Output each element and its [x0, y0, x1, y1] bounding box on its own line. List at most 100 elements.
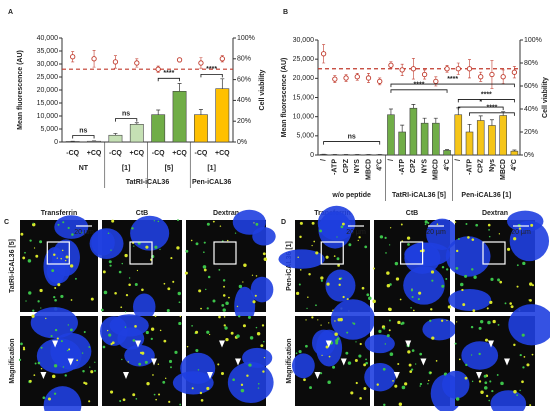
error-bar	[198, 109, 203, 115]
nucleus	[232, 209, 266, 235]
signal-dot	[299, 235, 302, 239]
signal-dot	[108, 260, 112, 264]
signal-dot	[382, 367, 386, 371]
signal-dot	[209, 333, 211, 336]
signal-dot	[430, 270, 435, 274]
signal-dot	[513, 237, 517, 241]
group-label: [5]	[165, 165, 174, 172]
significance-bracket	[469, 112, 515, 116]
significance-label: ns	[348, 133, 356, 140]
y-tick-label: 15,000	[37, 100, 59, 107]
signal-dot	[178, 321, 182, 326]
signal-dot	[37, 300, 40, 303]
signal-dot	[497, 278, 501, 282]
error-bar	[422, 117, 427, 124]
signal-dot	[25, 300, 27, 302]
signal-dot	[464, 274, 468, 278]
signal-dot	[138, 362, 142, 366]
signal-dot	[195, 348, 199, 353]
signal-dot	[410, 289, 414, 292]
signal-dot	[53, 392, 57, 395]
signal-dot	[246, 374, 249, 377]
signal-dot	[154, 315, 157, 318]
y2-tick-label: 0%	[237, 139, 247, 146]
y2-tick-label: 100%	[524, 37, 542, 44]
signal-dot	[240, 383, 244, 387]
signal-dot	[361, 286, 365, 290]
signal-dot	[35, 254, 39, 258]
x-tick-label: +CQ	[130, 150, 145, 157]
signal-dot	[172, 280, 175, 283]
viability-point	[511, 69, 518, 75]
signal-dot	[114, 291, 117, 295]
bar	[151, 114, 166, 143]
signal-dot	[365, 358, 367, 361]
group-label: TatRI-iCAL36 [5]	[392, 192, 446, 199]
signal-dot	[455, 267, 459, 270]
signal-dot	[401, 385, 406, 390]
group-label: w/o peptide	[331, 192, 371, 199]
signal-dot	[125, 294, 129, 297]
signal-dot	[28, 291, 32, 295]
viability-point	[388, 62, 394, 68]
signal-dot	[45, 317, 47, 320]
significance-label: ****	[486, 105, 497, 112]
nucleus	[445, 236, 491, 277]
signal-dot	[470, 354, 473, 356]
signal-dot	[488, 235, 491, 238]
signal-dot	[470, 325, 474, 329]
y-tick-label: 30,000	[37, 61, 59, 68]
signal-dot	[427, 382, 429, 385]
viability-point	[332, 76, 338, 82]
signal-dot	[53, 253, 56, 256]
viability-point	[377, 78, 383, 85]
signal-dot	[382, 327, 386, 330]
signal-dot	[345, 351, 349, 355]
nucleus	[89, 228, 124, 260]
signal-dot	[177, 219, 179, 222]
signal-dot	[220, 372, 225, 376]
nucleus	[442, 370, 470, 399]
signal-dot	[395, 277, 400, 281]
bar	[129, 124, 144, 143]
signal-dot	[372, 299, 376, 304]
signal-dot	[263, 340, 265, 343]
signal-dot	[54, 286, 57, 289]
signal-dot	[54, 298, 57, 302]
y-tick-label: 25,000	[37, 74, 59, 81]
signal-dot	[22, 256, 26, 260]
signal-dot	[419, 352, 423, 356]
signal-dot	[454, 342, 457, 345]
signal-dot	[256, 332, 261, 336]
bar	[409, 107, 418, 156]
signal-dot	[523, 356, 526, 358]
signal-dot	[200, 399, 204, 402]
viability-point	[478, 74, 484, 80]
signal-dot	[334, 320, 336, 322]
signal-dot	[232, 378, 235, 382]
signal-dot	[51, 269, 55, 273]
signal-dot	[60, 294, 64, 299]
signal-dot	[497, 324, 500, 326]
signal-dot	[261, 324, 265, 327]
arrowhead	[40, 372, 47, 379]
column-header: Dextran	[213, 210, 239, 217]
signal-dot	[513, 390, 517, 394]
signal-dot	[88, 346, 91, 348]
signal-dot	[480, 390, 484, 394]
signal-dot	[350, 391, 354, 395]
signal-dot	[153, 393, 156, 396]
signal-dot	[83, 331, 86, 334]
x-tick-label: -ATP	[399, 159, 406, 175]
signal-dot	[467, 236, 470, 239]
signal-dot	[295, 291, 300, 295]
viability-point	[365, 75, 372, 81]
signal-dot	[195, 242, 199, 246]
signal-dot	[207, 275, 211, 279]
signal-dot	[145, 245, 149, 249]
signal-dot	[29, 239, 32, 242]
signal-dot	[94, 361, 96, 363]
error-bar	[400, 124, 405, 132]
signal-dot	[489, 300, 493, 304]
signal-dot	[516, 394, 519, 397]
